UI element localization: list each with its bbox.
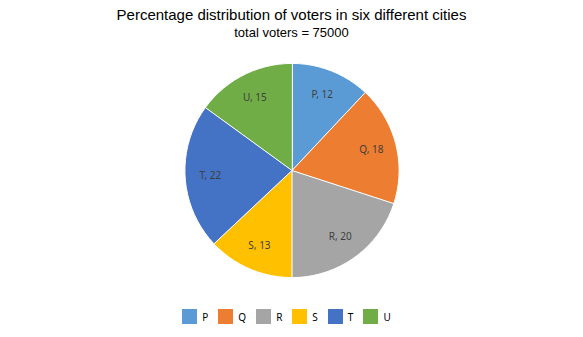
html-text:total voters = 75000: total voters = 75000 — [234, 25, 349, 40]
svg-text:Q, 18: Q, 18 — [359, 142, 383, 156]
html-text:R: R — [276, 309, 283, 324]
svg-text:T, 22: T, 22 — [199, 168, 221, 182]
svg-text:P, 12: P, 12 — [311, 87, 333, 101]
html-text:T: T — [347, 309, 354, 324]
html-text:P: P — [202, 309, 209, 324]
svg-text:U, 15: U, 15 — [243, 90, 267, 104]
svg-text:S, 13: S, 13 — [248, 238, 270, 252]
svg-text:R, 20: R, 20 — [329, 229, 352, 243]
html-text:U: U — [383, 309, 391, 324]
html-text:S: S — [312, 309, 318, 324]
html-text:Q: Q — [238, 309, 247, 324]
html-text:Percentage distribution of vot: Percentage distribution of voters in six… — [116, 6, 467, 23]
